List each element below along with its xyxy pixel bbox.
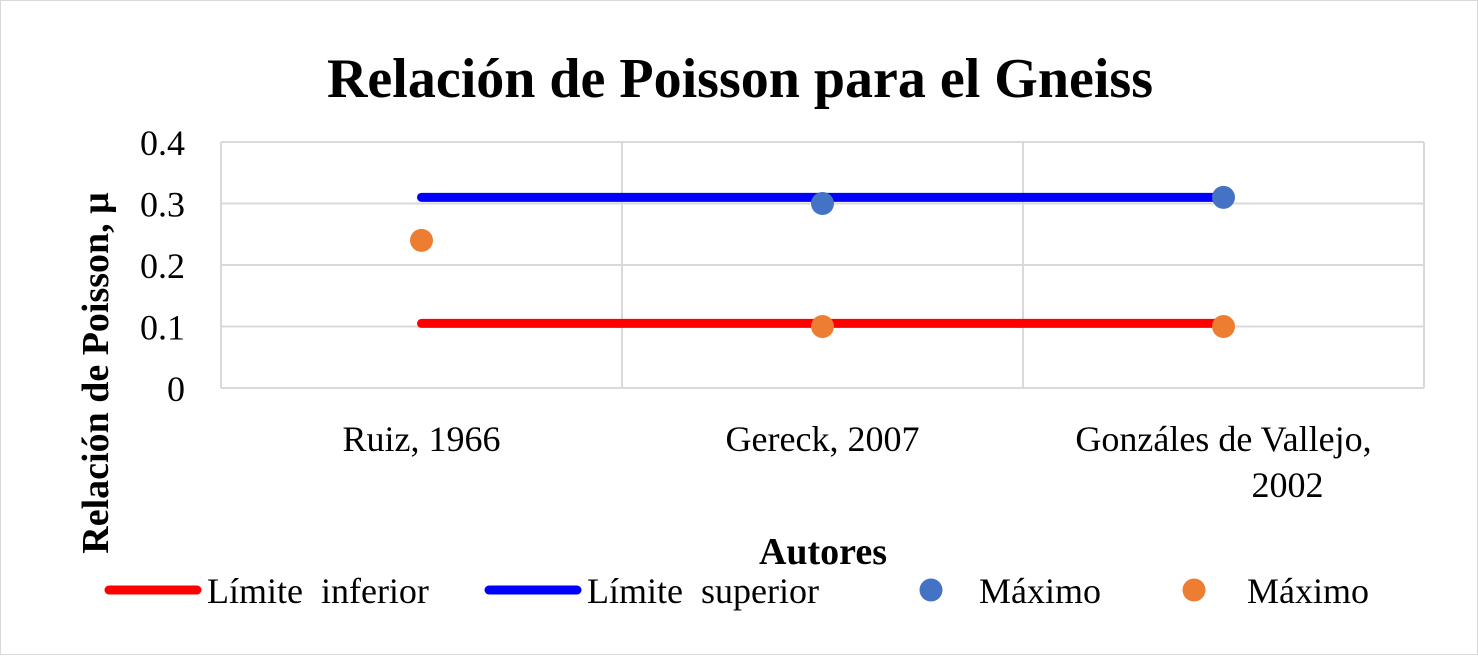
legend-swatch-3 bbox=[1182, 578, 1206, 602]
y-tick-label: 0.3 bbox=[140, 185, 185, 225]
x-tick-label: Gonzáles de Vallejo, bbox=[1075, 419, 1371, 459]
data-point-2 bbox=[1212, 185, 1235, 209]
gridlines bbox=[220, 141, 1425, 389]
x-tick-label: 2002 bbox=[1252, 465, 1324, 505]
legend-label-3: Máximo bbox=[1247, 571, 1369, 611]
y-tick-labels: 0 0.1 0.2 0.3 0.4 bbox=[140, 123, 185, 409]
y-tick-label: 0.1 bbox=[140, 308, 185, 348]
y-axis-label: Relación de Poisson, μ bbox=[75, 192, 117, 554]
data-point-3 bbox=[811, 315, 834, 338]
x-axis-label: Autores bbox=[759, 531, 887, 573]
x-tick-label: Ruiz, 1966 bbox=[343, 419, 501, 459]
y-tick-label: 0.2 bbox=[140, 246, 185, 286]
legend-label-2: Máximo bbox=[979, 571, 1101, 611]
chart-title: Relación de Poisson para el Gneiss bbox=[327, 48, 1153, 110]
data-point-3 bbox=[410, 228, 433, 252]
legend: Límite inferior Límite superior Máximo Máxi… bbox=[104, 571, 1369, 611]
x-tick-labels: Ruiz, 1966 Gereck, 2007 Gonzáles de Vallej… bbox=[343, 419, 1372, 505]
data-point-3 bbox=[1212, 315, 1235, 338]
legend-label-1: Límite superior bbox=[587, 571, 819, 611]
y-tick-label: 0 bbox=[167, 369, 185, 409]
series-layer bbox=[410, 185, 1235, 338]
data-point-2 bbox=[811, 192, 834, 215]
y-tick-label: 0.4 bbox=[140, 123, 185, 163]
legend-label-0: Límite inferior bbox=[207, 571, 429, 611]
legend-swatch-2 bbox=[919, 578, 943, 602]
x-tick-label: Gereck, 2007 bbox=[726, 419, 920, 459]
